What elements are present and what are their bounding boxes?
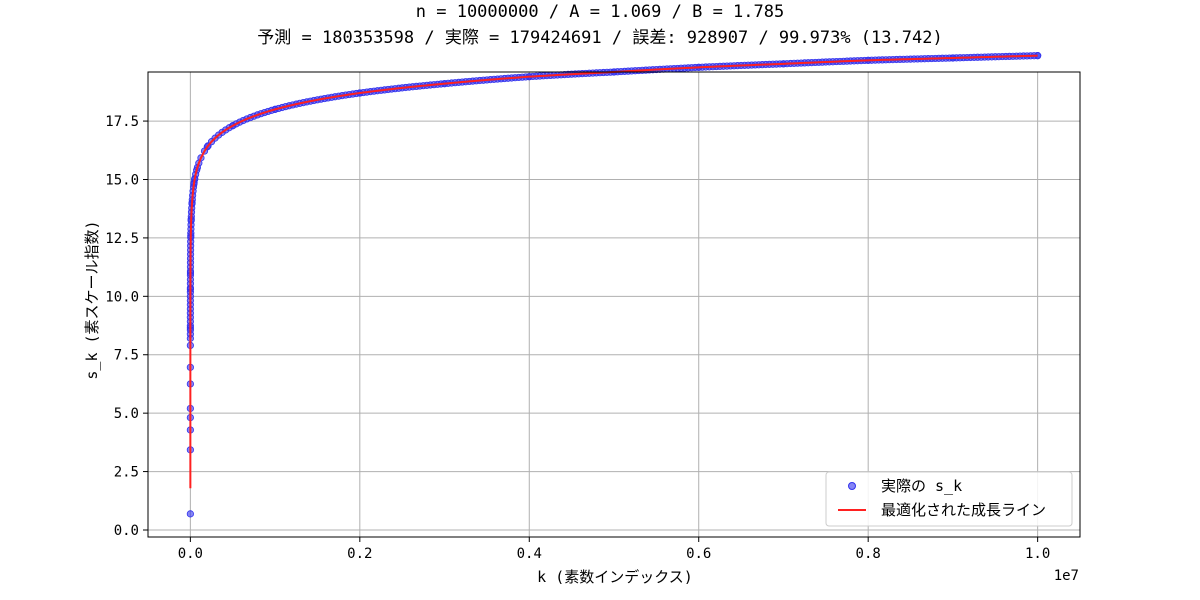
legend-box [825,471,1073,527]
fit-line [189,54,1038,489]
legend: 実際の s_k 最適化された成長ライン [825,471,1073,527]
y-tick-label: 2.5 [114,465,139,481]
legend-label-actual: 実際の s_k [881,477,962,495]
x-axis-label: k (素数インデックス) [537,568,693,586]
legend-marker-actual [848,482,856,490]
plot-frame [147,71,1081,538]
y-tick-label: 12.5 [105,231,139,247]
x-tick-label: 0.4 [517,546,542,562]
axis-ticks: 0.0 0.2 0.4 0.6 0.8 1.0 0.0 2.5 5.0 7.5 10.0 12.5 15… [105,114,1050,562]
grid-lines [148,72,1080,537]
y-axis-label: s_k (素スケール指数) [83,220,101,379]
chart-title-line-2: 予測 = 180353598 / 実際 = 179424691 / 誤差: 92… [257,28,943,48]
chart-title-line-1: n = 10000000 / A = 1.069 / B = 1.785 [415,2,785,22]
y-tick-label: 10.0 [105,289,139,305]
x-tick-label: 1.0 [1025,546,1050,562]
scatter-point [186,510,194,518]
scatter-points-layer [186,52,1042,518]
y-tick-label: 0.0 [114,523,139,539]
y-tick-label: 17.5 [105,114,139,130]
x-axis-offset-label: 1e7 [1054,568,1079,584]
y-tick-label: 15.0 [105,172,139,188]
x-tick-label: 0.8 [856,546,881,562]
x-tick-label: 0.6 [686,546,711,562]
legend-label-fit: 最適化された成長ライン [881,501,1046,519]
y-tick-label: 5.0 [114,406,139,422]
y-tick-label: 7.5 [114,348,139,364]
x-tick-label: 0.0 [178,546,203,562]
x-tick-label: 0.2 [347,546,372,562]
